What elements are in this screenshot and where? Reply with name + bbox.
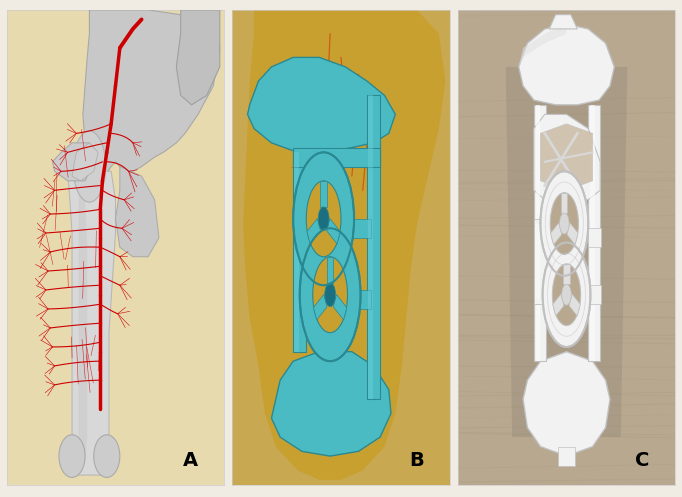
Ellipse shape (59, 435, 85, 478)
Polygon shape (243, 10, 445, 480)
Bar (368, 95, 372, 399)
Circle shape (313, 257, 348, 332)
Circle shape (306, 181, 341, 257)
Polygon shape (534, 114, 600, 200)
Circle shape (73, 131, 106, 202)
Polygon shape (68, 171, 115, 475)
Polygon shape (271, 352, 391, 456)
Polygon shape (561, 193, 567, 213)
Bar (341, 219, 372, 238)
Polygon shape (307, 219, 321, 244)
Circle shape (293, 152, 354, 285)
Bar (294, 152, 299, 352)
Polygon shape (72, 143, 98, 181)
Polygon shape (327, 219, 340, 244)
Text: A: A (183, 451, 198, 470)
Polygon shape (569, 294, 580, 316)
Bar (589, 105, 600, 361)
Circle shape (318, 207, 329, 231)
Polygon shape (523, 352, 610, 456)
Bar (341, 290, 372, 309)
Polygon shape (552, 294, 564, 316)
Bar (310, 219, 337, 295)
Circle shape (325, 283, 336, 307)
Bar (589, 285, 602, 304)
Circle shape (550, 193, 578, 254)
Polygon shape (321, 181, 327, 207)
Polygon shape (540, 124, 593, 190)
Circle shape (562, 284, 572, 305)
Bar (293, 148, 380, 166)
Bar (558, 447, 575, 466)
Circle shape (543, 243, 591, 347)
Polygon shape (367, 95, 380, 399)
Polygon shape (293, 152, 306, 352)
Circle shape (559, 213, 569, 234)
Polygon shape (567, 223, 578, 245)
Ellipse shape (93, 435, 120, 478)
Text: C: C (635, 451, 649, 470)
Polygon shape (248, 57, 396, 152)
Polygon shape (505, 67, 627, 437)
Circle shape (299, 228, 361, 361)
Polygon shape (314, 295, 327, 320)
Polygon shape (519, 24, 614, 105)
Bar (534, 105, 546, 361)
Text: B: B (409, 451, 424, 470)
Polygon shape (549, 15, 578, 29)
Polygon shape (327, 257, 333, 283)
Polygon shape (519, 24, 567, 67)
Polygon shape (333, 295, 347, 320)
Bar (536, 105, 540, 361)
Polygon shape (78, 181, 87, 461)
Polygon shape (83, 10, 220, 185)
Polygon shape (177, 10, 220, 105)
Polygon shape (563, 264, 569, 284)
Circle shape (540, 171, 589, 276)
Bar (591, 105, 595, 361)
Bar (315, 290, 337, 352)
Bar (534, 219, 560, 304)
Bar (589, 228, 602, 247)
Polygon shape (53, 143, 93, 181)
Polygon shape (550, 223, 562, 245)
Polygon shape (115, 166, 159, 257)
Bar (535, 224, 540, 300)
Circle shape (552, 264, 580, 326)
